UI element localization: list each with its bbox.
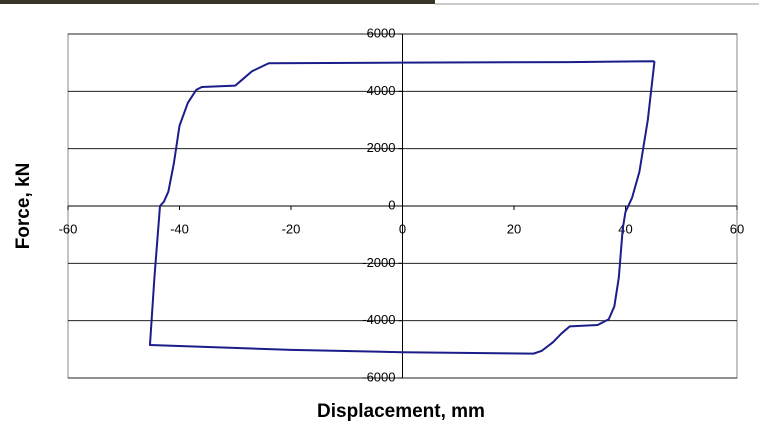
y-tick-label: -6000: [362, 369, 395, 384]
y-tick-label: 4000: [367, 83, 396, 98]
x-tick-label: 20: [507, 221, 521, 236]
chart: Displacement, mm Force, kN -6000 -4000 -20…: [0, 0, 759, 440]
x-tick-label: -20: [282, 221, 301, 236]
photo-strip: [0, 0, 435, 4]
x-tick-label: -60: [59, 221, 78, 236]
x-tick-label: 40: [618, 221, 632, 236]
y-tick-label: -2000: [362, 255, 395, 270]
y-tick-label: 0: [388, 197, 395, 212]
y-tick-label: 2000: [367, 140, 396, 155]
page: Displacement, mm Force, kN -6000 -4000 -20…: [0, 0, 759, 440]
x-tick-label: -40: [170, 221, 189, 236]
x-tick-label: 60: [730, 221, 744, 236]
x-axis-title: Displacement, mm: [317, 401, 485, 422]
y-tick-label: 6000: [367, 25, 396, 40]
y-axis-title: Force, kN: [13, 163, 34, 250]
y-tick-label: -4000: [362, 312, 395, 327]
